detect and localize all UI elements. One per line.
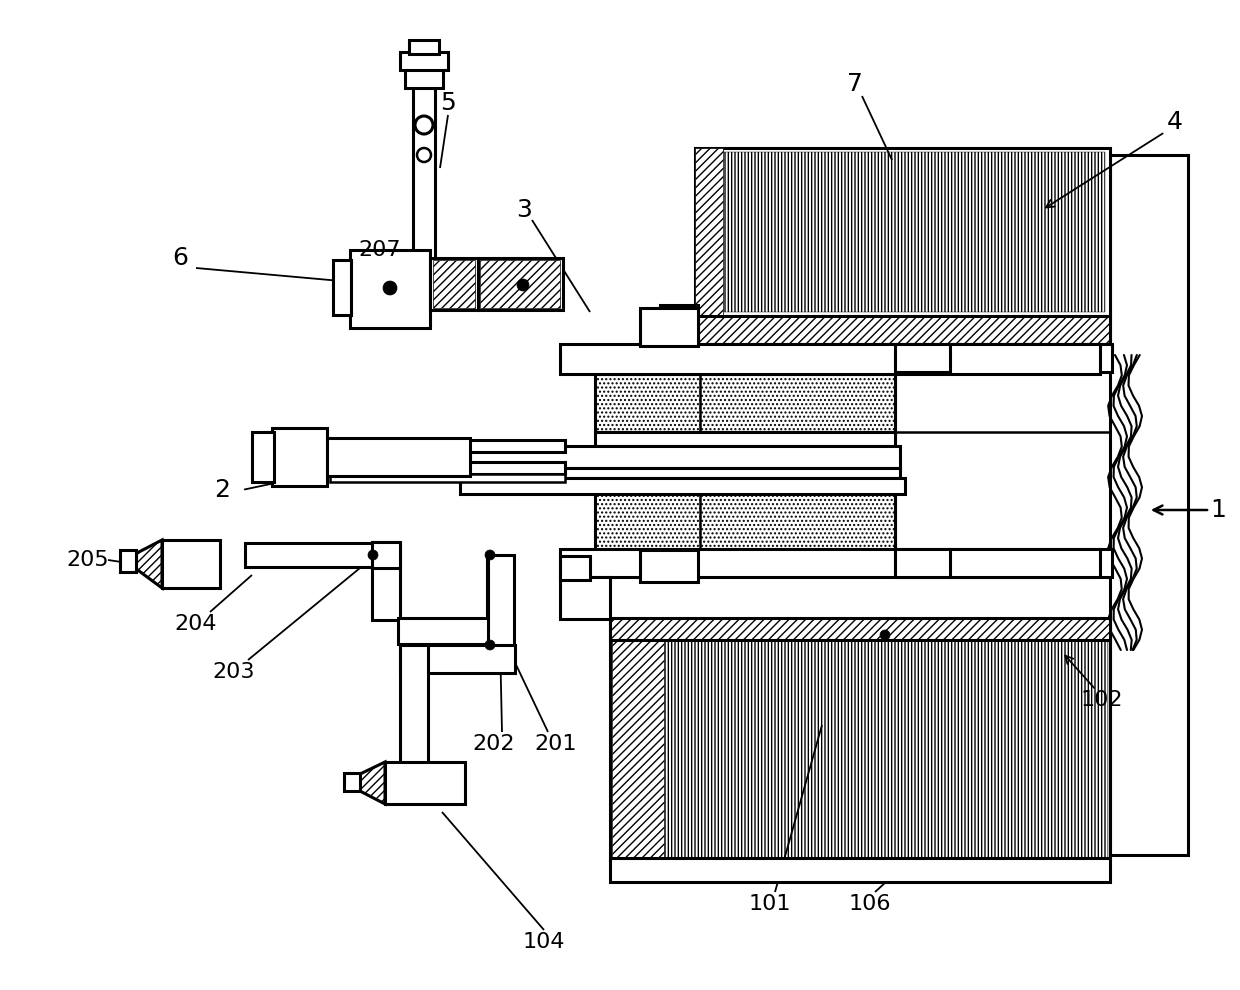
Text: 4: 4	[1167, 110, 1183, 134]
Bar	[372, 542, 401, 568]
Bar	[640, 550, 698, 582]
Text: 6: 6	[172, 246, 188, 270]
Bar	[480, 260, 560, 308]
Bar	[372, 542, 401, 620]
Bar	[409, 40, 439, 54]
Text: 207: 207	[358, 240, 402, 260]
Bar	[950, 549, 1112, 577]
Text: 202: 202	[472, 734, 516, 754]
Polygon shape	[358, 762, 384, 804]
Bar	[470, 468, 900, 478]
Text: 204: 204	[175, 614, 217, 634]
Bar	[660, 305, 698, 355]
Circle shape	[485, 640, 495, 650]
Bar	[694, 344, 905, 372]
Text: 201: 201	[534, 734, 578, 754]
Bar	[430, 258, 477, 310]
Bar	[325, 438, 470, 476]
Text: 2: 2	[215, 478, 229, 502]
Bar	[560, 556, 590, 580]
Bar	[401, 52, 448, 70]
Bar	[720, 152, 1105, 312]
Bar	[350, 250, 430, 328]
Bar	[694, 316, 1110, 344]
Bar	[246, 543, 373, 567]
Bar	[613, 622, 663, 858]
Bar	[487, 556, 511, 626]
Circle shape	[517, 279, 529, 291]
Bar	[560, 577, 610, 619]
Bar	[660, 310, 698, 322]
Bar	[120, 550, 136, 572]
Bar	[330, 440, 565, 452]
Text: 3: 3	[516, 198, 532, 222]
Bar	[640, 308, 698, 346]
Bar	[272, 428, 327, 486]
Circle shape	[383, 281, 397, 295]
Bar	[477, 258, 563, 310]
Bar	[405, 68, 443, 88]
Bar	[398, 618, 490, 644]
Bar	[460, 478, 905, 494]
Bar	[610, 858, 1110, 882]
Polygon shape	[135, 540, 162, 588]
Bar	[413, 85, 435, 280]
Bar	[334, 260, 351, 315]
Bar	[252, 432, 274, 482]
Text: 203: 203	[213, 662, 255, 682]
Bar	[162, 540, 219, 588]
Bar	[384, 762, 465, 804]
Circle shape	[368, 550, 378, 560]
Text: 7: 7	[847, 72, 863, 96]
Bar	[330, 474, 565, 482]
Bar	[401, 645, 428, 765]
Bar	[401, 645, 515, 673]
Text: 205: 205	[67, 550, 109, 570]
Bar	[895, 549, 950, 577]
Text: 106: 106	[848, 894, 892, 914]
Bar	[1110, 155, 1188, 855]
Text: 104: 104	[523, 932, 565, 952]
Bar	[330, 462, 565, 474]
Bar	[694, 148, 723, 316]
Bar	[343, 773, 360, 791]
Text: 5: 5	[440, 91, 456, 115]
Bar	[595, 432, 895, 446]
Text: 1: 1	[1210, 498, 1226, 522]
Bar	[610, 620, 1110, 860]
Text: 102: 102	[1081, 690, 1123, 710]
Bar	[694, 148, 1110, 316]
Bar	[560, 344, 1100, 374]
Bar	[665, 622, 1109, 858]
Bar	[489, 580, 508, 612]
Bar	[895, 344, 950, 372]
Bar	[950, 344, 1112, 372]
Bar	[595, 374, 895, 432]
Bar	[433, 260, 475, 308]
Bar	[489, 555, 515, 647]
Bar	[470, 446, 900, 468]
Bar	[694, 549, 905, 577]
Circle shape	[485, 550, 495, 560]
Bar	[595, 494, 895, 549]
Circle shape	[880, 630, 890, 640]
Bar	[560, 549, 1100, 577]
Bar	[610, 618, 1110, 640]
Text: 101: 101	[749, 894, 791, 914]
